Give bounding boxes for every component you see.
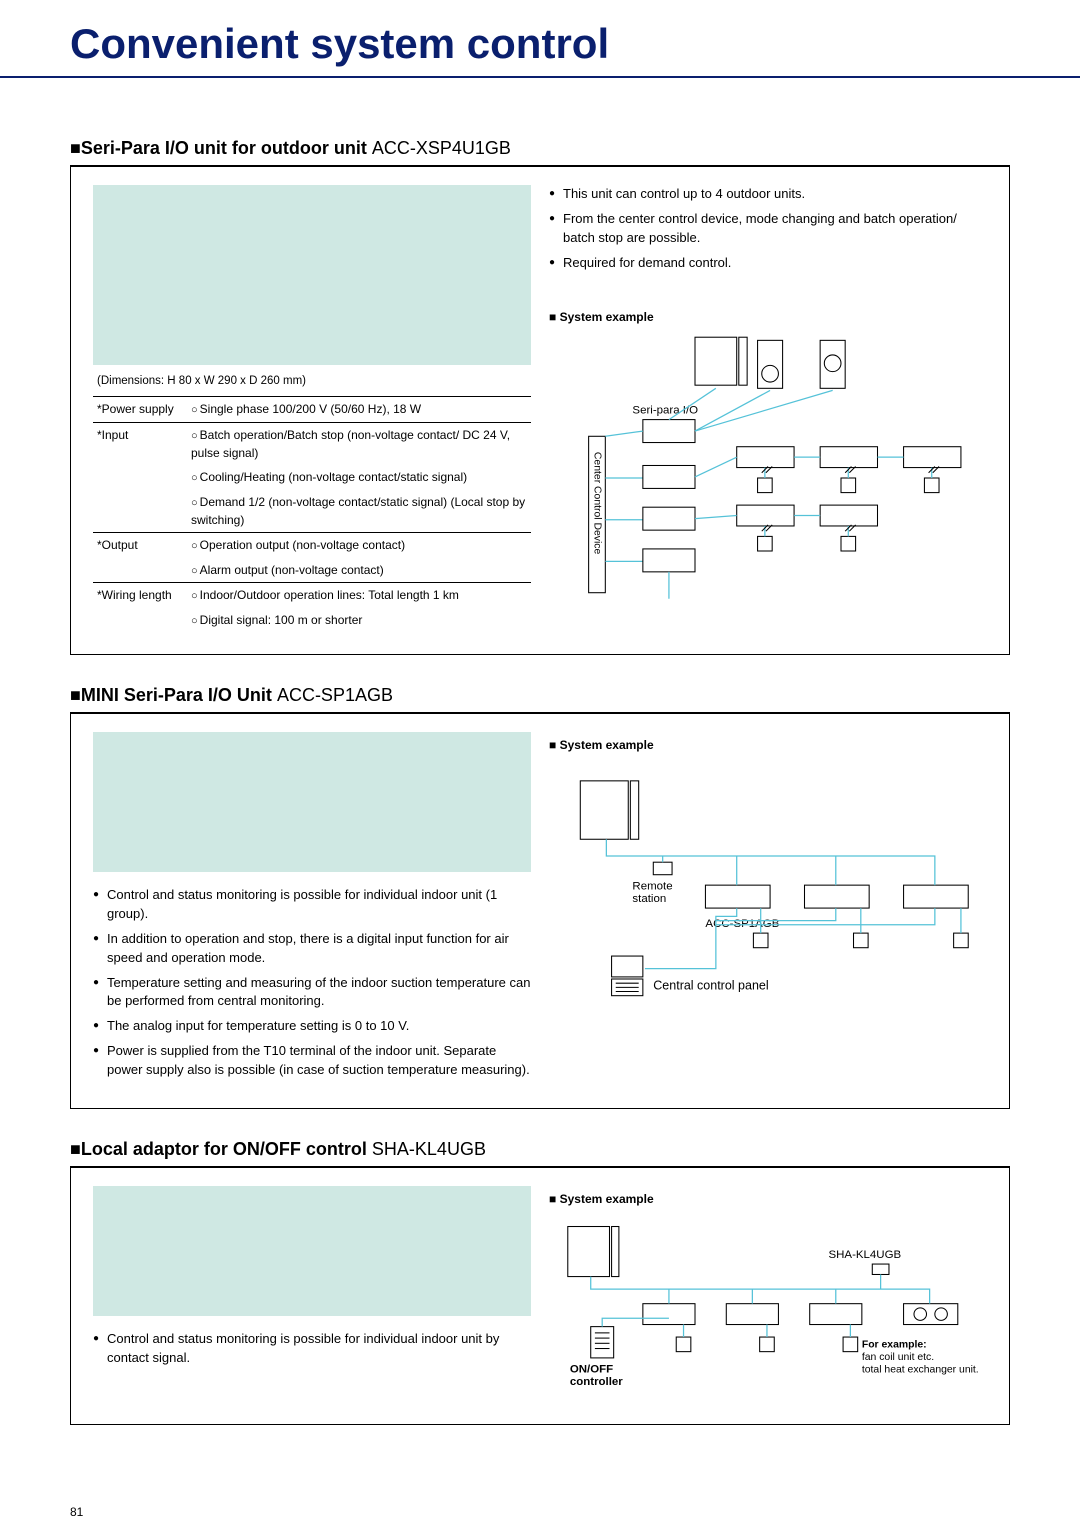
section-1-header: ■Seri-Para I/O unit for outdoor unit ACC… [70,138,1010,159]
svg-text:station: station [632,893,666,905]
bullet-item: Control and status monitoring is possibl… [93,886,531,924]
system-example-label-3: System example [549,1192,987,1206]
spec-value: Demand 1/2 (non-voltage contact/static s… [191,493,531,530]
system-example-label-2: System example [549,738,987,752]
page-number: 81 [0,1495,1080,1519]
section-1-panel: (Dimensions: H 80 x W 290 x D 260 mm) *P… [70,165,1010,655]
section-3-panel: Control and status monitoring is possibl… [70,1166,1010,1425]
acc-label: ACC-SP1AGB [705,918,779,930]
spec-value: Batch operation/Batch stop (non-voltage … [191,426,531,463]
section-3-title: Local adaptor for ON/OFF control [81,1139,367,1159]
section-1-diagram: Seri-para I/O Center Control Device [549,332,987,603]
section-2-bullets: Control and status monitoring is possibl… [93,886,531,1080]
system-example-label-1: System example [549,310,987,324]
svg-text:controller: controller [570,1376,623,1388]
spec-value: Digital signal: 100 m or shorter [191,611,531,630]
bullet-item: Power is supplied from the T10 terminal … [93,1042,531,1080]
spec-row: Alarm output (non-voltage contact) [93,558,531,583]
section-3-model: SHA-KL4UGB [372,1139,486,1159]
spec-dimensions: (Dimensions: H 80 x W 290 x D 260 mm) [97,373,531,390]
bullet-item: The analog input for temperature setting… [93,1017,531,1036]
section-1-specs: (Dimensions: H 80 x W 290 x D 260 mm) *P… [93,373,531,632]
center-control-label: Center Control Device [591,452,602,555]
page-content: ■Seri-Para I/O unit for outdoor unit ACC… [0,138,1080,1495]
bullet-item: In addition to operation and stop, there… [93,930,531,968]
section-1-bullets: This unit can control up to 4 outdoor un… [549,185,987,272]
section-2-panel: Control and status monitoring is possibl… [70,712,1010,1109]
spec-label: *Power supply [93,400,191,419]
section-1-model: ACC-XSP4U1GB [372,138,511,158]
section-3-diagram: SHA-KL4UGB ON [549,1214,987,1402]
section-2-header: ■MINI Seri-Para I/O Unit ACC-SP1AGB [70,685,1010,706]
spec-value: Alarm output (non-voltage contact) [191,561,531,580]
section-2-title: MINI Seri-Para I/O Unit [81,685,272,705]
bullet-item: Required for demand control. [549,254,987,273]
spec-row: Cooling/Heating (non-voltage contact/sta… [93,465,531,490]
spec-row: *InputBatch operation/Batch stop (non-vo… [93,422,531,466]
spec-value: Cooling/Heating (non-voltage contact/sta… [191,468,531,487]
spec-row: *Power supplySingle phase 100/200 V (50/… [93,396,531,422]
spec-label: *Wiring length [93,586,191,605]
bullet-item: This unit can control up to 4 outdoor un… [549,185,987,204]
bullet-item: From the center control device, mode cha… [549,210,987,248]
svg-text:total heat exchanger unit.: total heat exchanger unit. [862,1364,979,1375]
section-3-bullets: Control and status monitoring is possibl… [93,1330,531,1368]
spec-label: *Input [93,426,191,463]
remote-station-label: Remote [632,881,672,893]
onoff-label: ON/OFF [570,1363,613,1375]
section-3-photo [93,1186,531,1316]
central-panel-label: Central control panel [653,979,768,993]
section-1-title: Seri-Para I/O unit for outdoor unit [81,138,367,158]
spec-value: Indoor/Outdoor operation lines: Total le… [191,586,531,605]
spec-row: Digital signal: 100 m or shorter [93,608,531,633]
section-2-model: ACC-SP1AGB [277,685,393,705]
bullet-item: Temperature setting and measuring of the… [93,974,531,1012]
spec-label: *Output [93,536,191,555]
spec-row: Demand 1/2 (non-voltage contact/static s… [93,490,531,533]
bullet-item: Control and status monitoring is possibl… [93,1330,531,1368]
section-1-photo [93,185,531,365]
page-title: Convenient system control [0,0,1080,78]
section-2-photo [93,732,531,872]
spec-row: *Wiring lengthIndoor/Outdoor operation l… [93,582,531,608]
spec-value: Operation output (non-voltage contact) [191,536,531,555]
sha-label: SHA-KL4UGB [828,1249,901,1261]
spec-value: Single phase 100/200 V (50/60 Hz), 18 W [191,400,531,419]
section-3-header: ■Local adaptor for ON/OFF control SHA-KL… [70,1139,1010,1160]
svg-text:fan coil unit etc.: fan coil unit etc. [862,1352,934,1363]
example-label: For example: [862,1339,927,1350]
section-2-diagram: Remote station ACC-SP1AGB [549,760,987,1010]
spec-row: *OutputOperation output (non-voltage con… [93,532,531,558]
